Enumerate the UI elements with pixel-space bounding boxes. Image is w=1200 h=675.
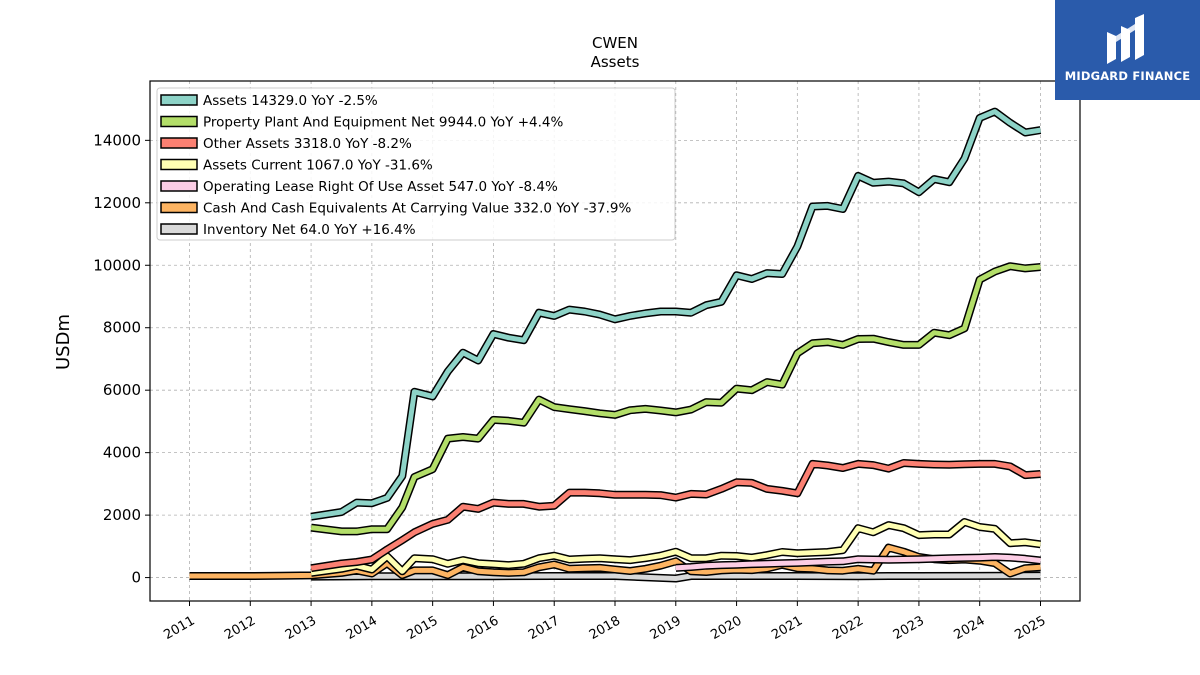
- series-line: [310, 109, 1041, 520]
- chart-title: CWEN: [592, 34, 638, 52]
- y-tick-label: 8000: [103, 319, 141, 337]
- series-layer: [189, 107, 1042, 583]
- legend-swatch: [160, 201, 198, 214]
- legend-entry: Inventory Net 64.0 YoY +16.4%: [203, 222, 416, 238]
- chart-subtitle: Assets: [591, 53, 640, 71]
- midgard-logo-icon: [1107, 14, 1144, 64]
- x-tick-label: 2022: [830, 613, 866, 643]
- series-assets: [310, 107, 1042, 521]
- legend-entry: Operating Lease Right Of Use Asset 547.0…: [203, 179, 558, 195]
- x-tick-label: 2014: [344, 613, 380, 643]
- x-tick-label: 2023: [891, 613, 927, 643]
- legend-entry: Assets Current 1067.0 YoY -31.6%: [203, 158, 433, 174]
- legend: Assets 14329.0 YoY -2.5% Property Plant A…: [156, 87, 676, 241]
- legend-entry: Cash And Cash Equivalents At Carrying Va…: [203, 201, 631, 217]
- legend-swatch: [160, 94, 198, 106]
- watermark-logo: MIDGARD FINANCE: [1055, 0, 1200, 100]
- series-assets-current: [310, 518, 1042, 577]
- series-line: [311, 573, 1041, 581]
- y-tick-label: 10000: [93, 256, 141, 274]
- legend-entry: Property Plant And Equipment Net 9944.0 …: [203, 115, 563, 131]
- series-line: [675, 554, 1041, 571]
- x-tick-label: 2024: [952, 613, 988, 643]
- x-tick-label: 2017: [526, 613, 562, 643]
- legend-entry: Other Assets 3318.0 YoY -8.2%: [203, 136, 412, 152]
- series-other-assets: [310, 459, 1041, 573]
- watermark-text: MIDGARD FINANCE: [1064, 69, 1191, 83]
- legend-swatch: [160, 180, 198, 192]
- x-tick-label: 2018: [587, 613, 623, 643]
- x-tick-label: 2013: [283, 613, 319, 643]
- legend-swatch: [160, 223, 198, 235]
- legend-box: [156, 87, 676, 241]
- legend-swatch: [160, 158, 198, 171]
- series-line: [310, 263, 1041, 534]
- x-tick-label: 2025: [1012, 613, 1048, 643]
- x-tick-label: 2020: [708, 613, 744, 643]
- legend-swatch: [160, 115, 198, 128]
- series-property-plant-and-equipment-net: [310, 262, 1041, 536]
- series-line: [310, 519, 1041, 576]
- series-operating-lease-right-of-use-asset: [675, 553, 1041, 572]
- series-inventory-net: [311, 571, 1041, 583]
- y-axis-label: USDm: [53, 314, 74, 370]
- x-tick-label: 2016: [465, 613, 501, 643]
- y-tick-label: 6000: [103, 381, 141, 399]
- series-line: [310, 460, 1041, 571]
- x-tick-label: 2012: [222, 613, 258, 643]
- legend-swatch: [160, 137, 198, 149]
- y-tick-label: 4000: [103, 444, 141, 462]
- y-tick-label: 2000: [103, 506, 141, 524]
- x-tick-label: 2011: [161, 613, 197, 643]
- legend-entry: Assets 14329.0 YoY -2.5%: [203, 93, 378, 109]
- x-tick-label: 2019: [648, 613, 684, 643]
- y-tick-label: 14000: [93, 131, 141, 149]
- x-tick-label: 2021: [769, 613, 805, 643]
- y-tick-label: 12000: [93, 194, 141, 212]
- x-tick-label: 2015: [404, 613, 440, 643]
- y-tick-label: 0: [131, 569, 141, 587]
